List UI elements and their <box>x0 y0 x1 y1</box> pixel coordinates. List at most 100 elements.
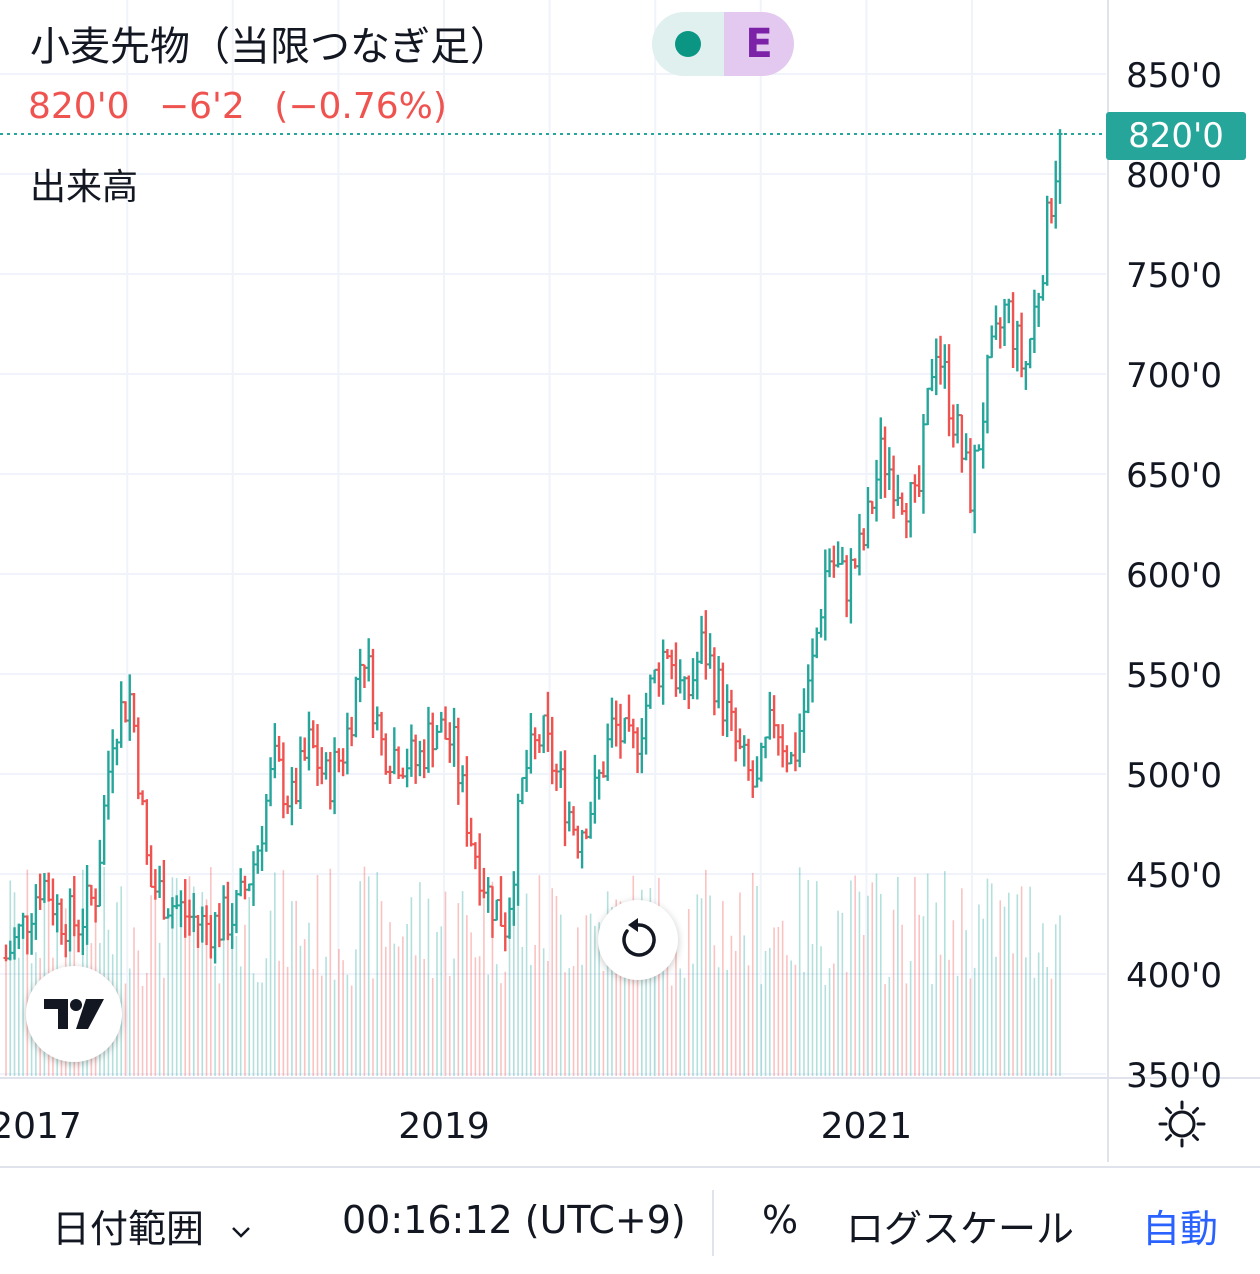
ohlc-bar <box>20 912 26 939</box>
volume-label: 出来高 <box>30 167 139 208</box>
ohlc-bar <box>1053 160 1059 229</box>
ohlc-bar <box>694 651 700 700</box>
ohlc-bar <box>93 888 99 923</box>
ohlc-bar <box>259 826 265 871</box>
ohlc-bar <box>839 546 845 565</box>
ohlc-bar <box>268 757 274 807</box>
ohlc-bar <box>110 729 116 794</box>
ohlc-bar <box>238 868 244 897</box>
price-chart[interactable]: 850'0 800'0 750'0 700'0 650'0 600'0 550'0 500'0… <box>0 0 1260 1166</box>
ohlc-bar <box>938 335 944 385</box>
ohlc-bar <box>643 692 649 755</box>
ohlc-bar <box>869 500 875 515</box>
y-tick-label: 350'0 <box>1126 1056 1222 1096</box>
y-tick-label: 750'0 <box>1126 256 1222 296</box>
ohlc-bar <box>54 894 60 933</box>
ohlc-bar <box>959 414 965 473</box>
x-tick-label: 2017 <box>0 1106 82 1147</box>
y-axis-labels: 850'0 800'0 750'0 700'0 650'0 600'0 550'0 500'0… <box>1126 56 1222 1096</box>
ohlc-bar <box>349 716 355 747</box>
clock-timezone-button[interactable]: 00:16:12 (UTC+9) <box>342 1198 686 1242</box>
date-range-button[interactable]: 日付範囲 <box>52 1198 252 1253</box>
ohlc-bar <box>780 724 786 768</box>
ohlc-bar <box>447 722 453 763</box>
ohlc-bar <box>801 688 807 753</box>
ohlc-bar <box>737 728 743 750</box>
ohlc-bar <box>242 875 248 900</box>
ohlc-bar <box>408 724 414 777</box>
market-status-pill[interactable]: E <box>652 12 794 76</box>
ohlc-bar <box>925 387 931 426</box>
ohlc-bar <box>379 711 385 756</box>
ohlc-bar <box>114 738 120 766</box>
ohlc-bar <box>1040 275 1046 301</box>
ohlc-bar <box>1027 337 1033 369</box>
ohlc-bar <box>165 908 171 919</box>
ohlc-bar <box>818 608 824 638</box>
ohlc-bar <box>477 833 483 906</box>
x-tick-label: 2019 <box>398 1106 490 1147</box>
ohlc-bar <box>903 502 909 539</box>
ohlc-bar <box>285 795 291 814</box>
tradingview-logo-icon <box>44 999 104 1029</box>
ohlc-bar <box>699 615 705 665</box>
ohlc-bar <box>942 344 948 389</box>
ohlc-bar <box>605 723 611 781</box>
ohlc-bar <box>912 474 918 503</box>
ohlc-bar <box>434 725 440 751</box>
price-quote: 820'0 −6'2 (−0.76%) <box>28 86 465 127</box>
ohlc-bar <box>882 426 888 498</box>
ohlc-bar <box>336 748 342 773</box>
ohlc-bar <box>878 417 884 499</box>
ohlc-bar <box>707 633 713 669</box>
ohlc-bar <box>1057 129 1063 204</box>
ohlc-bar <box>848 548 854 624</box>
ohlc-bar <box>80 908 86 956</box>
ohlc-bar <box>178 890 184 928</box>
ohlc-bar <box>583 828 589 840</box>
ohlc-bar <box>481 867 487 899</box>
ohlc-bar <box>656 662 662 697</box>
ohlc-bar <box>562 750 568 847</box>
ohlc-bar <box>131 693 137 733</box>
ohlc-bar <box>58 898 64 945</box>
y-tick-label: 650'0 <box>1126 456 1222 496</box>
chart-settings-button[interactable] <box>1154 1096 1210 1152</box>
ohlc-bar <box>12 927 18 960</box>
log-scale-button[interactable]: ログスケール <box>846 1207 1075 1251</box>
ohlc-bar <box>660 639 666 705</box>
status-badge: E <box>724 12 794 76</box>
ohlc-bar <box>182 879 188 938</box>
ohlc-bar <box>246 883 252 892</box>
ohlc-bar <box>7 940 13 961</box>
ohlc-bar <box>976 444 982 452</box>
ohlc-bar <box>263 794 269 852</box>
ohlc-bar <box>280 742 286 819</box>
ohlc-bar <box>319 747 325 785</box>
ohlc-bar <box>690 658 696 700</box>
ohlc-bar <box>63 924 69 958</box>
y-tick-label: 400'0 <box>1126 956 1222 996</box>
y-tick-label: 450'0 <box>1126 856 1222 896</box>
ohlc-bar <box>519 776 525 805</box>
auto-scale-button[interactable]: 自動 <box>1142 1207 1219 1251</box>
x-tick-label: 2021 <box>821 1106 913 1147</box>
ohlc-bar <box>148 845 154 888</box>
reset-chart-button[interactable] <box>598 900 678 980</box>
tradingview-logo[interactable] <box>26 966 122 1062</box>
ohlc-bar <box>315 724 321 786</box>
y-tick-label: 700'0 <box>1126 356 1222 396</box>
ohlc-bar <box>639 718 645 774</box>
ohlc-bar <box>144 799 150 865</box>
ohlc-bar <box>105 750 111 820</box>
ohlc-bar <box>1031 289 1037 353</box>
ohlc-bar <box>588 801 594 839</box>
ohlc-bar <box>852 558 858 569</box>
percent-scale-button[interactable]: % <box>762 1198 799 1242</box>
ohlc-bar <box>822 549 828 641</box>
ohlc-bar <box>425 706 431 773</box>
market-open-indicator <box>652 12 724 76</box>
ohlc-bar <box>728 689 734 732</box>
ohlc-bar <box>792 732 798 772</box>
ohlc-bar <box>553 763 559 791</box>
